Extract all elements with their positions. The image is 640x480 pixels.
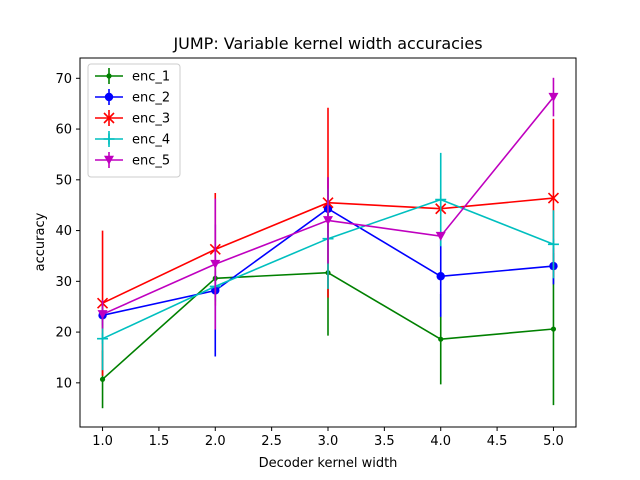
- legend-label: enc_1: [132, 70, 170, 85]
- y-tick-label: 60: [55, 123, 72, 138]
- legend-marker: [104, 92, 114, 102]
- x-tick-label: 1.0: [92, 434, 113, 449]
- data-point: [547, 238, 559, 250]
- legend-marker: [106, 73, 112, 79]
- y-axis-label: accuracy: [33, 212, 48, 271]
- legend-label: enc_2: [132, 91, 170, 106]
- x-axis-label: Decoder kernel width: [259, 456, 398, 471]
- legend-marker: [103, 133, 115, 145]
- data-point: [547, 192, 560, 204]
- x-tick-label: 2.0: [205, 434, 226, 449]
- legend-item-enc_5: enc_5: [95, 152, 170, 169]
- legend-marker: [104, 155, 114, 165]
- y-tick-label: 10: [55, 376, 72, 391]
- data-point: [436, 272, 445, 281]
- data-point: [97, 310, 108, 320]
- legend-label: enc_3: [132, 112, 170, 127]
- legend-item-enc_2: enc_2: [95, 89, 170, 106]
- chart-title: JUMP: Variable kernel width accuracies: [172, 34, 482, 53]
- legend-label: enc_4: [132, 133, 170, 148]
- legend-item-enc_1: enc_1: [95, 68, 170, 85]
- x-tick-label: 4.0: [430, 434, 451, 449]
- data-point: [550, 326, 557, 332]
- series-enc_5: [97, 77, 559, 330]
- y-tick-label: 40: [55, 224, 72, 239]
- data-point: [97, 333, 109, 345]
- x-tick-label: 2.5: [261, 434, 282, 449]
- legend-marker: [103, 112, 115, 124]
- legend: enc_1 enc_2 enc_3 enc_4 enc_5: [87, 63, 181, 178]
- data-point: [548, 92, 559, 102]
- legend-label: enc_5: [132, 154, 170, 169]
- data-point: [435, 194, 447, 206]
- data-point: [435, 231, 446, 241]
- x-tick-label: 4.5: [487, 434, 508, 449]
- series-layer: [96, 77, 560, 409]
- legend-box: [87, 63, 181, 178]
- data-point: [99, 376, 106, 382]
- y-axis: 10 20 30 40 50 60 70: [55, 72, 80, 391]
- x-axis: 1.0 1.5 2.0 2.5 3.0 3.5 4.0 4.5 5.0: [92, 427, 564, 449]
- plot-frame: [79, 57, 577, 428]
- data-point: [210, 259, 221, 269]
- y-tick-label: 30: [55, 275, 72, 290]
- x-tick-label: 3.0: [318, 434, 339, 449]
- legend-item-enc_4: enc_4: [95, 131, 170, 148]
- data-point: [438, 336, 444, 342]
- legend-item-enc_3: enc_3: [95, 110, 170, 127]
- y-tick-label: 70: [55, 72, 72, 87]
- y-tick-label: 20: [55, 326, 72, 341]
- x-tick-label: 5.0: [543, 434, 564, 449]
- x-tick-label: 3.5: [374, 434, 395, 449]
- x-tick-label: 1.5: [149, 434, 170, 449]
- data-point: [323, 216, 333, 226]
- y-tick-label: 50: [55, 173, 72, 188]
